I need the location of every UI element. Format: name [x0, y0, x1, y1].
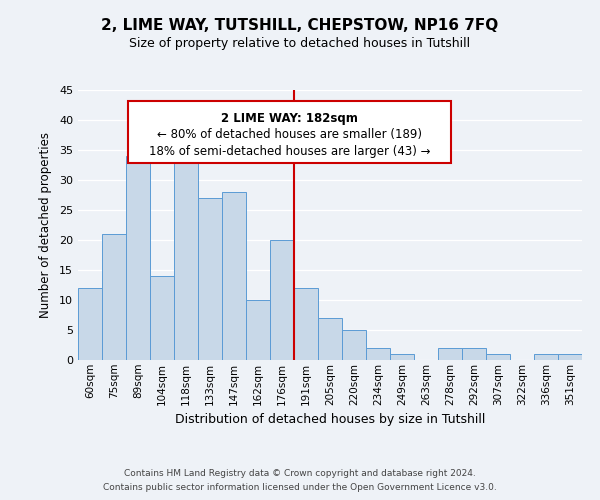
FancyBboxPatch shape	[128, 101, 451, 163]
Bar	[558, 354, 582, 360]
Bar	[174, 144, 198, 360]
Bar	[462, 348, 486, 360]
Text: Contains public sector information licensed under the Open Government Licence v3: Contains public sector information licen…	[103, 484, 497, 492]
Bar	[342, 330, 366, 360]
Bar	[126, 156, 150, 360]
Bar	[246, 300, 270, 360]
Bar	[198, 198, 222, 360]
Text: 2 LIME WAY: 182sqm: 2 LIME WAY: 182sqm	[221, 112, 358, 124]
Text: Size of property relative to detached houses in Tutshill: Size of property relative to detached ho…	[130, 38, 470, 51]
Text: Contains HM Land Registry data © Crown copyright and database right 2024.: Contains HM Land Registry data © Crown c…	[124, 468, 476, 477]
X-axis label: Distribution of detached houses by size in Tutshill: Distribution of detached houses by size …	[175, 413, 485, 426]
Bar	[318, 318, 342, 360]
Bar	[150, 276, 174, 360]
Text: 18% of semi-detached houses are larger (43) →: 18% of semi-detached houses are larger (…	[149, 146, 430, 158]
Bar	[390, 354, 414, 360]
Bar	[366, 348, 390, 360]
Bar	[294, 288, 318, 360]
Bar	[486, 354, 510, 360]
Bar	[102, 234, 126, 360]
Text: ← 80% of detached houses are smaller (189): ← 80% of detached houses are smaller (18…	[157, 128, 422, 141]
Bar	[438, 348, 462, 360]
Bar	[222, 192, 246, 360]
Y-axis label: Number of detached properties: Number of detached properties	[39, 132, 52, 318]
Bar	[534, 354, 558, 360]
Text: 2, LIME WAY, TUTSHILL, CHEPSTOW, NP16 7FQ: 2, LIME WAY, TUTSHILL, CHEPSTOW, NP16 7F…	[101, 18, 499, 32]
Bar	[78, 288, 102, 360]
Bar	[270, 240, 294, 360]
